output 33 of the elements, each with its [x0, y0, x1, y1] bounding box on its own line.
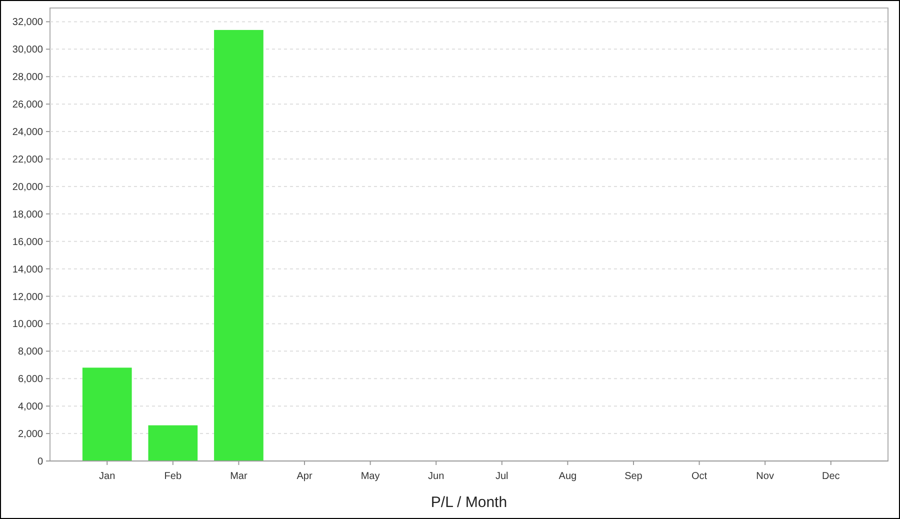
- x-tick-label: Nov: [756, 471, 774, 482]
- x-tick-label: Mar: [230, 471, 248, 482]
- x-tick-label: Jan: [99, 471, 116, 482]
- y-tick-label: 18,000: [12, 209, 44, 220]
- x-tick-label: Jun: [428, 471, 444, 482]
- y-tick-label: 0: [37, 456, 44, 468]
- x-tick-label: Jul: [496, 471, 508, 482]
- y-tick-label: 16,000: [12, 236, 44, 248]
- x-tick-label: Feb: [164, 471, 182, 482]
- y-tick-label: 20,000: [12, 182, 44, 193]
- y-tick-label: 28,000: [12, 72, 44, 84]
- x-tick-label: Apr: [296, 471, 313, 482]
- y-tick-label: 10,000: [12, 319, 44, 330]
- y-tick-label: 14,000: [12, 264, 44, 276]
- y-tick-label: 12,000: [12, 292, 44, 303]
- x-tick-label: May: [360, 471, 380, 482]
- y-tick-label: 24,000: [12, 127, 44, 138]
- y-tick-label: 4,000: [18, 402, 44, 413]
- bar: [214, 30, 264, 461]
- x-tick-label: Dec: [822, 471, 840, 482]
- y-tick-label: 6,000: [18, 374, 44, 386]
- x-tick-label: Oct: [692, 471, 708, 482]
- x-axis-title: P/L / Month: [430, 494, 508, 511]
- y-tick-label: 2,000: [18, 429, 44, 440]
- x-tick-label: Aug: [558, 471, 577, 482]
- y-tick-label: 26,000: [12, 100, 44, 111]
- x-tick-label: Sep: [624, 471, 643, 482]
- y-tick-label: 8,000: [18, 346, 44, 358]
- bar: [148, 425, 198, 461]
- bar: [82, 368, 132, 461]
- y-tick-label: 32,000: [12, 17, 44, 28]
- y-tick-label: 22,000: [12, 154, 44, 166]
- y-tick-label: 30,000: [12, 44, 44, 56]
